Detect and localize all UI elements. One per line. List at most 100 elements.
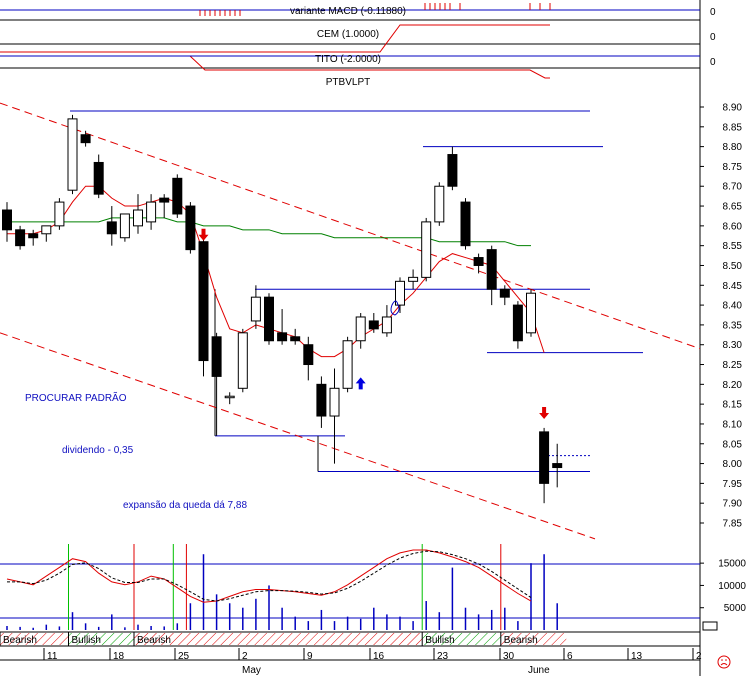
volume-panel: 15000 10000 5000 <box>0 544 747 631</box>
candles <box>2 114 563 504</box>
candle-body <box>93 161 104 195</box>
y-tick-label: 7.85 <box>723 519 743 530</box>
x-tick-label: 13 <box>631 651 643 662</box>
ma-long-line <box>7 217 531 247</box>
y-tick-label: 8.90 <box>723 103 743 114</box>
candle-body <box>198 241 209 362</box>
candle-body <box>552 463 563 469</box>
volume-tick-label: 5000 <box>724 603 747 614</box>
y-tick-label: 8.15 <box>723 400 743 411</box>
band-label: Bearish <box>3 635 37 646</box>
y-tick-label: 8.45 <box>723 281 743 292</box>
x-month-label: June <box>528 665 550 676</box>
candle-body <box>172 177 183 215</box>
trend-band <box>134 633 423 645</box>
y-tick-label: 8.55 <box>723 241 743 252</box>
horizontal-levels <box>70 110 643 472</box>
price-panel: 8.90 8.85 8.80 8.75 8.70 8.65 8.60 8.55 8.50 8.45… <box>0 102 743 540</box>
y-tick-label: 8.75 <box>723 162 743 173</box>
candle-body <box>408 276 419 282</box>
candle-body <box>80 134 91 144</box>
y-tick-label: 7.95 <box>723 479 743 490</box>
y-tick-label: 8.35 <box>723 320 743 331</box>
band-label: Bullish <box>425 635 454 646</box>
candle-body <box>421 221 432 278</box>
y-tick-label: 8.30 <box>723 340 743 351</box>
y-tick-label: 8.80 <box>723 142 743 153</box>
candle-body <box>499 288 510 298</box>
candle-body <box>539 431 550 484</box>
trend-band <box>500 633 567 645</box>
candle-body <box>224 395 235 399</box>
annotation-expansion: expansão da queda dá 7,88 <box>123 500 247 511</box>
candle-body <box>434 185 445 223</box>
x-tick-label: 9 <box>307 651 313 662</box>
macd-zero: 0 <box>710 7 716 18</box>
trend-channel <box>0 102 701 540</box>
y-tick-label: 8.10 <box>723 419 743 430</box>
trend-band <box>0 633 69 645</box>
candle-body <box>250 296 261 322</box>
close-icon[interactable] <box>717 655 731 669</box>
x-tick-label: 2 <box>242 651 248 662</box>
x-tick-label: 18 <box>113 651 125 662</box>
y-tick-label: 8.20 <box>723 380 743 391</box>
signal-verticals <box>68 544 502 630</box>
candle-body <box>395 280 405 306</box>
y-tick-label: 8.00 <box>723 459 743 470</box>
candle-body <box>447 154 458 187</box>
y-tick-label: 7.90 <box>723 499 743 510</box>
band-label: Bearish <box>137 635 171 646</box>
y-tick-label: 8.85 <box>723 122 743 133</box>
date-axis: 11 18 25 2 9 16 23 30 6 13 2 May June <box>0 648 702 676</box>
volume-tick-label: 10000 <box>718 581 746 592</box>
y-tick-label: 8.25 <box>723 360 743 371</box>
candle-body <box>41 225 52 235</box>
cem-label: CEM (1.0000) <box>317 29 379 40</box>
candle-body <box>512 304 523 342</box>
candle-body <box>54 201 65 227</box>
candle-body <box>211 336 222 377</box>
tito-label: TITO (-2.0000) <box>315 54 381 65</box>
candle-body <box>28 233 39 239</box>
band-label: Bullish <box>72 635 101 646</box>
y-tick-label: 8.60 <box>723 221 743 232</box>
y-tick-label: 8.65 <box>723 202 743 213</box>
arrow-down-icon <box>539 407 550 420</box>
signal-arrows <box>198 228 550 420</box>
x-month-label: May <box>242 665 261 676</box>
annotation-dividend: dividendo - 0,35 <box>62 445 134 456</box>
arrow-down-icon <box>198 228 209 241</box>
x-tick-label: 6 <box>567 651 573 662</box>
candle-body <box>264 296 274 342</box>
candle-body <box>329 387 340 417</box>
candle-body <box>237 332 248 389</box>
symbol-title: PTBVLPT <box>326 77 370 88</box>
x-tick-label: 11 <box>47 651 58 662</box>
candle-body <box>159 197 170 203</box>
y-tick-label: 8.05 <box>723 439 743 450</box>
candle-body <box>381 316 392 334</box>
trend-band <box>422 633 501 645</box>
channel-lower <box>0 332 596 540</box>
candle-body <box>119 213 130 239</box>
macd-histogram <box>199 3 551 16</box>
annotation-pattern: PROCURAR PADRÃO <box>25 391 127 404</box>
cem-zero: 0 <box>710 32 716 43</box>
volume-axis: 15000 10000 5000 <box>700 559 747 614</box>
y-tick-label: 8.40 <box>723 301 743 312</box>
candle-body <box>290 336 301 342</box>
trend-bands: Bearish Bullish Bearish Bullish Bearish <box>0 631 700 647</box>
candle-body <box>146 201 157 223</box>
oscillator-solid <box>6 549 532 603</box>
arrow-up-icon <box>355 377 366 390</box>
channel-upper <box>0 102 701 350</box>
volume-tick-label: 15000 <box>718 559 746 570</box>
tito-zero: 0 <box>710 57 716 68</box>
candle-body <box>15 229 26 247</box>
candle-body <box>316 383 327 417</box>
hand-cursor-icon <box>390 300 400 316</box>
x-tick-label: 23 <box>437 651 449 662</box>
scroll-box[interactable] <box>702 621 718 631</box>
candle-body <box>473 257 484 266</box>
